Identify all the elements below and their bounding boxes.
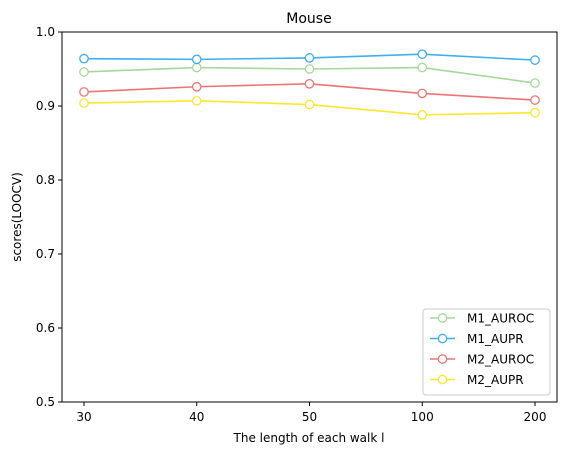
data-point <box>530 107 540 118</box>
legend-label: M1_AUPR <box>467 332 524 346</box>
x-tick-label: 50 <box>302 410 317 424</box>
legend-label: M1_AUROC <box>467 312 534 326</box>
y-tick-label: 1.0 <box>36 25 55 39</box>
legend-item: M2_AUROC <box>430 353 534 367</box>
y-tick-label: 0.5 <box>36 395 55 409</box>
y-tick-label: 0.8 <box>36 173 55 187</box>
legend-marker <box>437 374 448 385</box>
data-point <box>417 49 428 60</box>
y-tick-label: 0.9 <box>36 99 55 113</box>
series-m2-auroc <box>79 78 540 105</box>
data-point <box>530 78 540 88</box>
data-point <box>304 99 315 110</box>
series-m2-aupr <box>79 95 540 120</box>
legend-marker <box>437 313 448 323</box>
data-point <box>417 62 428 73</box>
legend-label: M2_AUROC <box>467 353 534 367</box>
x-tick-label: 40 <box>189 410 204 424</box>
data-point <box>191 62 202 73</box>
y-tick-label: 0.6 <box>36 321 55 335</box>
legend: M1_AUROC M1_AUPR M2_AUROC M2_AUPR <box>422 308 551 396</box>
series-group <box>79 49 540 120</box>
legend-label: M2_AUPR <box>467 373 524 387</box>
series-m1-aupr <box>79 49 540 65</box>
data-point <box>417 88 428 99</box>
legend-frame <box>422 308 551 396</box>
legend-item: M2_AUPR <box>430 373 524 387</box>
x-tick-label: 200 <box>524 410 547 424</box>
data-point <box>79 87 89 97</box>
data-point <box>304 78 315 89</box>
legend-marker <box>437 333 448 344</box>
series-m1-auroc <box>79 62 540 88</box>
data-point <box>191 95 202 106</box>
data-point <box>79 67 89 77</box>
x-tick-label: 30 <box>76 410 91 424</box>
data-point <box>530 55 540 65</box>
data-point <box>191 81 202 92</box>
x-axis-label: The length of each walk l <box>233 431 385 445</box>
data-point <box>530 95 540 105</box>
data-point <box>304 53 315 63</box>
data-point <box>191 54 202 65</box>
data-point <box>417 110 428 120</box>
legend-item: M1_AUROC <box>430 312 534 326</box>
y-axis: 0.5 0.6 0.7 0.8 0.9 1.0 <box>36 25 62 409</box>
x-tick-label: 100 <box>411 410 434 424</box>
data-point <box>304 64 315 74</box>
legend-item: M1_AUPR <box>430 332 524 346</box>
y-axis-label: scores(LOOCV) <box>10 172 24 262</box>
chart-title: Mouse <box>286 11 331 27</box>
data-point <box>79 53 89 64</box>
data-point <box>79 98 89 108</box>
legend-marker <box>437 354 448 364</box>
x-axis: 30 40 50 100 200 <box>76 402 546 424</box>
y-tick-label: 0.7 <box>36 247 55 261</box>
